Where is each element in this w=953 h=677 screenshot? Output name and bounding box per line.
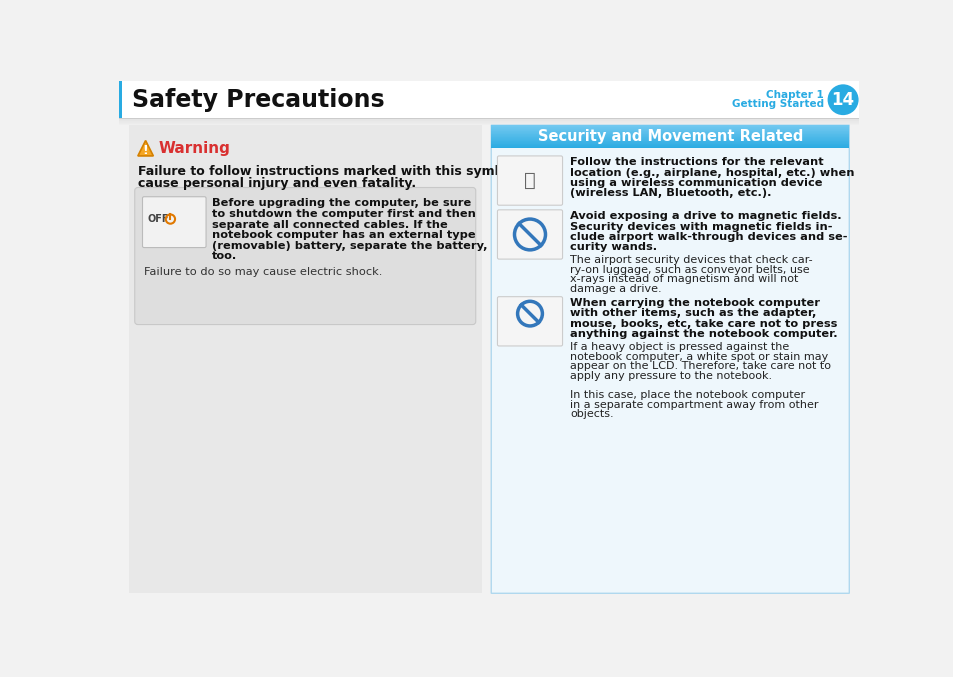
Bar [491,133,848,134]
Bar [491,144,848,145]
Text: notebook computer has an external type: notebook computer has an external type [212,230,476,240]
Bar [491,126,848,127]
Text: 📱: 📱 [523,171,536,190]
Text: (wireless LAN, Bluetooth, etc.).: (wireless LAN, Bluetooth, etc.). [570,188,771,198]
Bar [491,145,848,146]
Text: using a wireless communication device: using a wireless communication device [570,178,821,188]
Text: appear on the LCD. Therefore, take care not to: appear on the LCD. Therefore, take care … [570,362,830,371]
Bar [119,120,858,121]
Bar [119,123,858,124]
Bar [491,141,848,142]
Text: apply any pressure to the notebook.: apply any pressure to the notebook. [570,371,772,381]
Bar [491,131,848,132]
Text: Follow the instructions for the relevant: Follow the instructions for the relevant [570,158,823,167]
Bar [491,146,848,147]
Text: to shutdown the computer first and then: to shutdown the computer first and then [212,209,476,219]
Bar [491,143,848,144]
FancyBboxPatch shape [142,197,206,248]
Bar [491,137,848,138]
Text: Failure to do so may cause electric shock.: Failure to do so may cause electric shoc… [144,267,382,277]
Text: Security devices with magnetic fields in-: Security devices with magnetic fields in… [570,221,832,232]
Text: curity wands.: curity wands. [570,242,657,252]
Bar [491,128,848,129]
Text: !: ! [143,144,149,156]
Polygon shape [137,141,153,156]
FancyBboxPatch shape [491,125,848,593]
Text: too.: too. [212,251,237,261]
Text: location (e.g., airplane, hospital, etc.) when: location (e.g., airplane, hospital, etc.… [570,168,854,177]
Text: When carrying the notebook computer: When carrying the notebook computer [570,299,820,308]
Text: Failure to follow instructions marked with this symbol may: Failure to follow instructions marked wi… [137,165,549,178]
Text: damage a drive.: damage a drive. [570,284,661,294]
Text: Safety Precautions: Safety Precautions [132,88,384,112]
Bar [491,125,848,126]
Text: x-rays instead of magnetism and will not: x-rays instead of magnetism and will not [570,274,798,284]
FancyBboxPatch shape [497,297,562,346]
Text: notebook computer, a white spot or stain may: notebook computer, a white spot or stain… [570,351,828,362]
Bar [491,134,848,135]
Circle shape [827,85,858,115]
Text: Warning: Warning [158,141,231,156]
Bar [491,139,848,141]
Text: separate all connected cables. If the: separate all connected cables. If the [212,219,448,230]
Bar [491,127,848,128]
Text: OFF: OFF [147,214,169,224]
Bar [491,136,848,137]
Bar [491,130,848,131]
Text: The airport security devices that check car-: The airport security devices that check … [570,255,812,265]
Bar [119,124,858,125]
FancyBboxPatch shape [497,156,562,205]
Bar [119,81,858,118]
Text: In this case, place the notebook computer: In this case, place the notebook compute… [570,390,804,400]
Text: (removable) battery, separate the battery,: (removable) battery, separate the batter… [212,241,487,250]
Bar [491,135,848,136]
Bar [129,125,481,593]
Bar [119,122,858,123]
Text: objects.: objects. [570,410,614,419]
Text: ry-on luggage, such as conveyor belts, use: ry-on luggage, such as conveyor belts, u… [570,265,809,275]
Bar [491,132,848,133]
Text: Getting Started: Getting Started [731,100,822,110]
Text: anything against the notebook computer.: anything against the notebook computer. [570,329,837,338]
Text: Before upgrading the computer, be sure: Before upgrading the computer, be sure [212,198,471,209]
Bar [119,118,858,119]
Bar [119,121,858,122]
Text: with other items, such as the adapter,: with other items, such as the adapter, [570,309,816,318]
FancyBboxPatch shape [497,210,562,259]
Bar [491,142,848,143]
Bar [491,129,848,130]
Text: 14: 14 [831,91,854,109]
Bar [491,138,848,139]
FancyBboxPatch shape [134,188,476,324]
Text: Avoid exposing a drive to magnetic fields.: Avoid exposing a drive to magnetic field… [570,211,841,221]
Text: in a separate compartment away from other: in a separate compartment away from othe… [570,399,818,410]
Text: clude airport walk-through devices and se-: clude airport walk-through devices and s… [570,232,847,242]
Text: Chapter 1: Chapter 1 [765,90,822,100]
Text: mouse, books, etc, take care not to press: mouse, books, etc, take care not to pres… [570,319,837,328]
Bar [491,147,848,148]
Text: If a heavy object is pressed against the: If a heavy object is pressed against the [570,342,789,352]
Bar [119,119,858,120]
Bar [119,81,122,118]
Text: cause personal injury and even fatality.: cause personal injury and even fatality. [137,177,416,190]
Text: Security and Movement Related: Security and Movement Related [537,129,802,144]
